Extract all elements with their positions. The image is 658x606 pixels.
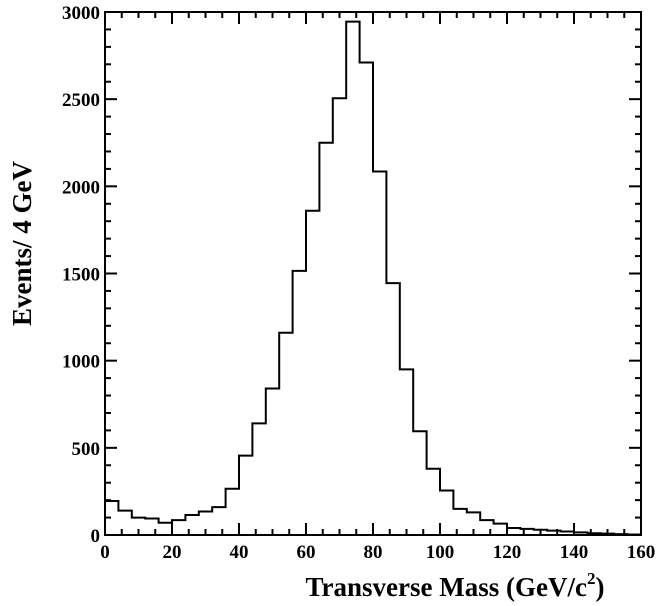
- histogram-bin: [346, 22, 359, 535]
- histogram-bin: [480, 520, 493, 535]
- x-tick-label: 120: [493, 542, 522, 563]
- histogram-bin: [453, 509, 466, 535]
- histogram-bin: [132, 518, 145, 535]
- histogram-bin: [239, 456, 252, 535]
- histogram-bin: [400, 369, 413, 535]
- histogram-bin: [293, 271, 306, 535]
- histogram-bin: [373, 172, 386, 535]
- histogram-bin: [199, 511, 212, 535]
- histogram-bin: [159, 523, 172, 535]
- histogram-bin: [145, 518, 158, 535]
- x-tick-label: 40: [230, 542, 249, 563]
- histogram-bin: [306, 211, 319, 535]
- plot-frame: [104, 11, 642, 536]
- histogram-bin: [386, 283, 399, 535]
- histogram-bin: [494, 524, 507, 535]
- x-tick-label: 160: [627, 542, 656, 563]
- y-tick-label: 3000: [62, 3, 100, 24]
- histogram-bin: [279, 333, 292, 535]
- histogram-bin: [427, 469, 440, 535]
- y-tick-label: 500: [72, 439, 101, 460]
- histogram-bin: [212, 507, 225, 535]
- x-axis-title-superscript: 2: [587, 569, 596, 588]
- y-tick-label: 1500: [62, 265, 100, 286]
- histogram-bin: [507, 528, 520, 535]
- histogram-bin: [467, 512, 480, 535]
- x-tick-label: 0: [100, 542, 110, 563]
- histogram-outline: [105, 20, 641, 536]
- y-axis-title: Events/ 4 GeV: [7, 161, 37, 326]
- y-tick-label: 1000: [62, 352, 100, 373]
- histogram-bin: [252, 423, 265, 535]
- x-tick-label: 100: [426, 542, 455, 563]
- histogram-bin: [440, 491, 453, 535]
- x-axis-title: Transverse Mass (GeV/c2): [306, 569, 605, 602]
- histogram-bin: [266, 389, 279, 535]
- x-axis-title-close: ): [595, 572, 604, 602]
- x-tick-label: 60: [297, 542, 316, 563]
- histogram-bin: [360, 63, 373, 535]
- histogram-bin: [185, 515, 198, 535]
- histogram-bin: [226, 489, 239, 535]
- histogram-bin: [105, 501, 118, 535]
- y-tick-label: 0: [91, 526, 101, 547]
- histogram-bin: [118, 511, 131, 535]
- x-tick-label: 140: [560, 542, 589, 563]
- histogram-bin: [172, 520, 185, 535]
- histogram-bin: [413, 431, 426, 535]
- y-tick-label: 2000: [62, 177, 100, 198]
- tick-labels: 0 20 40 60 80 100 120 140 160 0 500 1000 1500 2000 250…: [62, 3, 655, 563]
- x-tick-label: 80: [364, 542, 383, 563]
- y-tick-label: 2500: [62, 90, 100, 111]
- histogram-bin: [319, 143, 332, 535]
- x-axis-title-main: Transverse Mass (GeV/c: [306, 572, 587, 602]
- histogram-bin: [333, 98, 346, 535]
- x-tick-label: 20: [163, 542, 182, 563]
